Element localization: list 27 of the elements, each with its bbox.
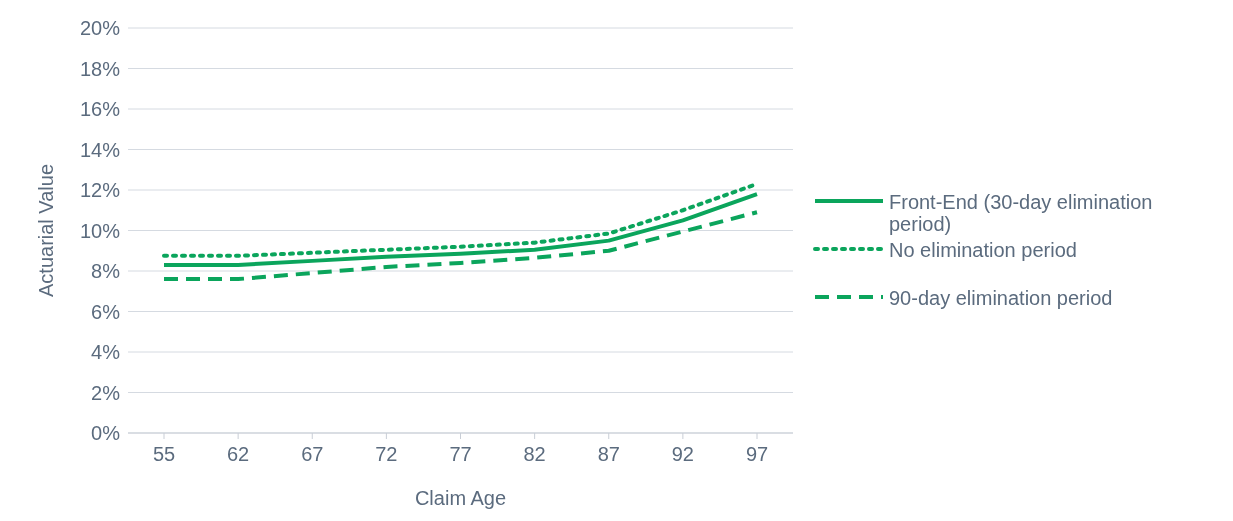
y-axis-title: Actuarial Value [35, 163, 58, 298]
y-tick-label: 12% [79, 179, 121, 202]
y-tick-label: 8% [91, 260, 121, 283]
y-tick-label: 18% [79, 57, 121, 80]
y-tick-label: 6% [91, 300, 121, 323]
x-axis-title: Claim Age [414, 487, 507, 509]
legend-label: 90-day elimination period [889, 286, 1114, 309]
y-tick-label: 4% [91, 341, 121, 364]
x-tick-label: 72 [375, 443, 398, 466]
x-tick-label: 97 [745, 443, 769, 466]
y-tick-label: 20% [79, 17, 121, 40]
line-series [162, 192, 759, 267]
y-tick-label: 14% [79, 138, 121, 161]
y-tick-label: 10% [79, 219, 121, 242]
x-tick-label: 62 [227, 443, 250, 466]
y-tick-label: 2% [91, 381, 121, 404]
line-series [162, 210, 759, 282]
x-tick-label: 92 [671, 443, 694, 466]
x-tick-label: 82 [523, 443, 546, 466]
x-tick-label: 87 [597, 443, 620, 466]
y-tick-label: 0% [91, 422, 121, 445]
x-tick-label: 55 [152, 443, 176, 466]
legend-label: No elimination period [889, 238, 1078, 261]
x-tick-label: 67 [301, 443, 324, 466]
y-tick-label: 16% [79, 98, 121, 121]
x-tick-label: 77 [449, 443, 472, 466]
legend-label: Front-End (30-day elimination period) [889, 190, 1154, 235]
